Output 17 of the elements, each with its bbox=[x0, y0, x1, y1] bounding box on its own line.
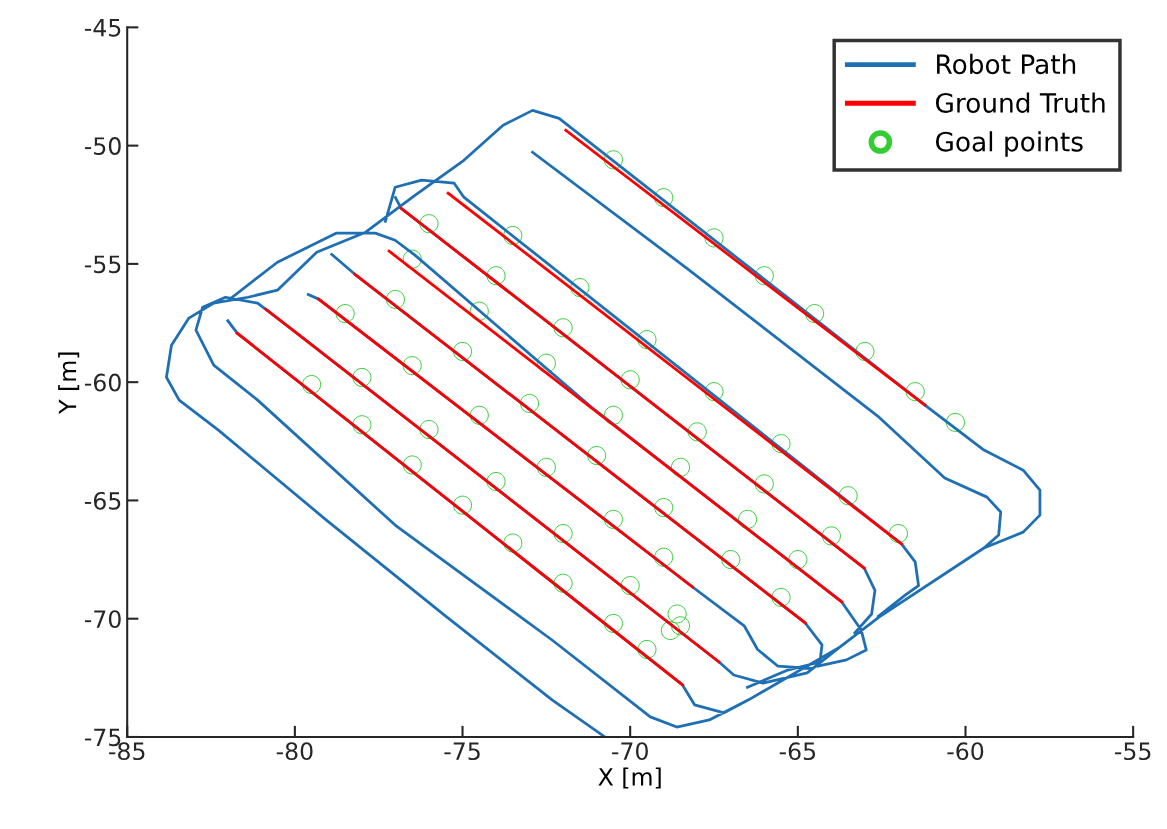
x-tick-label: -75 bbox=[444, 742, 480, 761]
y-tick-label: -70 bbox=[84, 610, 121, 629]
legend-label: Ground Truth bbox=[935, 92, 1105, 113]
x-tick-label: -70 bbox=[612, 742, 648, 761]
x-tick-label: -55 bbox=[1115, 742, 1151, 761]
x-tick-label: -80 bbox=[276, 742, 313, 761]
y-tick-label: -55 bbox=[84, 255, 121, 274]
y-tick-label: -50 bbox=[84, 137, 121, 155]
x-axis-title: X [m] bbox=[598, 767, 661, 789]
y-axis-title: Y [m] bbox=[58, 352, 80, 414]
x-tick-label: -65 bbox=[779, 742, 816, 761]
y-tick-label: -45 bbox=[84, 19, 121, 37]
y-tick-label: -65 bbox=[84, 491, 121, 510]
legend-label: Robot Path bbox=[937, 53, 1076, 75]
legend-label: Goal points bbox=[935, 131, 1083, 157]
y-tick-label: -60 bbox=[84, 373, 121, 392]
x-tick-label: -60 bbox=[947, 742, 984, 761]
